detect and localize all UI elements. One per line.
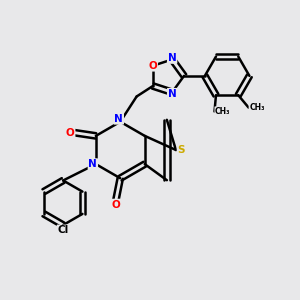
Text: N: N — [168, 89, 176, 99]
Text: N: N — [168, 53, 176, 63]
Text: S: S — [178, 145, 185, 155]
Text: CH₃: CH₃ — [249, 103, 265, 112]
Text: N: N — [114, 114, 123, 124]
Text: N: N — [88, 159, 97, 169]
Text: O: O — [66, 128, 75, 138]
Text: CH₃: CH₃ — [215, 107, 231, 116]
Text: O: O — [112, 200, 120, 210]
Text: Cl: Cl — [58, 225, 69, 236]
Text: O: O — [148, 61, 157, 71]
